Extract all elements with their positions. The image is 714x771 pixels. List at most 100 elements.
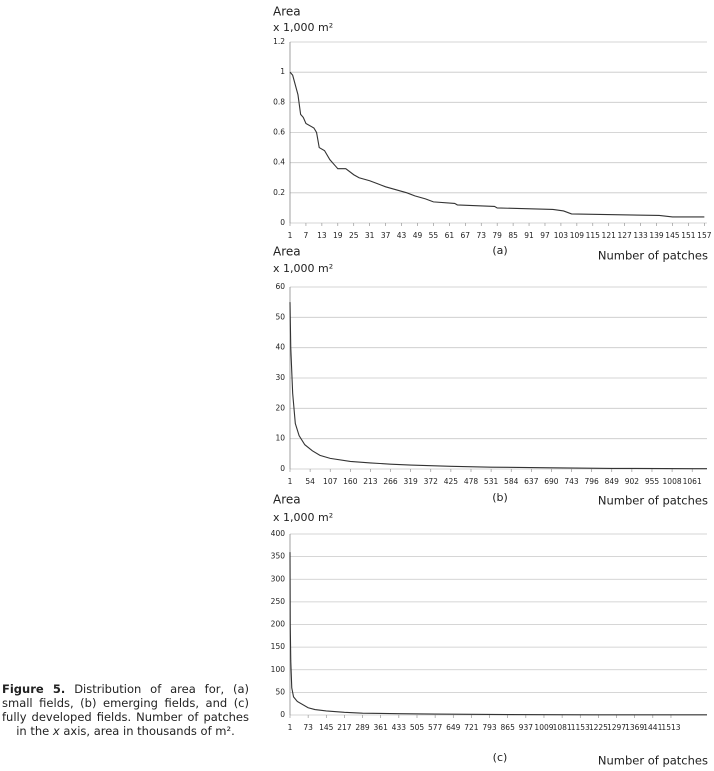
x-tick-label: 743 — [564, 477, 579, 486]
panel-label: (c) — [493, 751, 508, 764]
x-tick-label: 145 — [319, 723, 334, 732]
y-tick-label: 0.8 — [273, 97, 285, 106]
x-tick-label: 107 — [323, 477, 338, 486]
y-tick-label: 1 — [280, 67, 285, 76]
x-axis-title: Number of patches — [598, 249, 708, 263]
x-tick-label: 91 — [524, 231, 534, 240]
y-axis-title: Area — [273, 5, 301, 19]
x-tick-label: 372 — [424, 477, 439, 486]
panel-label: (b) — [492, 491, 508, 504]
x-tick-label: 7 — [304, 231, 309, 240]
x-tick-label: 577 — [428, 723, 443, 732]
x-tick-label: 690 — [544, 477, 559, 486]
x-tick-label: 865 — [501, 723, 516, 732]
x-tick-label: 37 — [381, 231, 391, 240]
x-tick-label: 61 — [445, 231, 455, 240]
x-tick-label: 67 — [461, 231, 471, 240]
x-tick-label: 1009 — [534, 723, 553, 732]
x-tick-label: 531 — [484, 477, 499, 486]
x-tick-label: 1061 — [683, 477, 702, 486]
x-tick-label: 637 — [524, 477, 539, 486]
x-axis-title: Number of patches — [598, 754, 708, 768]
x-tick-label: 43 — [397, 231, 407, 240]
x-tick-label: 1369 — [625, 723, 644, 732]
x-tick-label: 796 — [584, 477, 599, 486]
x-tick-label: 649 — [446, 723, 461, 732]
x-tick-label: 319 — [403, 477, 418, 486]
data-line — [289, 302, 707, 470]
x-tick-label: 361 — [374, 723, 389, 732]
x-tick-label: 793 — [482, 723, 497, 732]
x-tick-label: 1008 — [663, 477, 682, 486]
x-tick-label: 127 — [617, 231, 632, 240]
y-tick-label: 10 — [275, 434, 285, 443]
y-tick-label: 0 — [280, 710, 285, 719]
caption-after: axis, area in thousands of m². — [63, 724, 235, 738]
x-tick-label: 1225 — [589, 723, 608, 732]
x-tick-label: 133 — [633, 231, 648, 240]
y-tick-label: 400 — [271, 529, 286, 538]
y-tick-label: 0.4 — [273, 158, 285, 167]
x-tick-label: 79 — [492, 231, 502, 240]
x-tick-label: 721 — [464, 723, 479, 732]
x-tick-label: 1297 — [607, 723, 626, 732]
caption-italic: x — [52, 724, 60, 738]
x-tick-label: 289 — [355, 723, 370, 732]
y-axis-title: Area — [273, 493, 301, 507]
x-tick-label: 1 — [288, 723, 293, 732]
y-tick-label: 50 — [275, 312, 285, 321]
x-tick-label: 73 — [303, 723, 313, 732]
caption-text: Distribution of area for, (a) small fiel… — [2, 682, 250, 738]
x-tick-label: 1441 — [643, 723, 662, 732]
x-tick-label: 54 — [305, 477, 315, 486]
x-tick-label: 121 — [602, 231, 617, 240]
y-tick-label: 20 — [275, 403, 285, 412]
x-tick-label: 139 — [649, 231, 664, 240]
x-tick-label: 902 — [625, 477, 640, 486]
x-axis-title: Number of patches — [598, 494, 708, 508]
y-tick-label: 0.2 — [273, 188, 285, 197]
y-tick-label: 200 — [271, 620, 286, 629]
y-tick-label: 300 — [271, 574, 286, 583]
x-tick-label: 955 — [645, 477, 660, 486]
x-tick-label: 97 — [540, 231, 550, 240]
y-tick-label: 50 — [275, 687, 285, 696]
y-tick-label: 0.6 — [273, 128, 285, 137]
x-tick-label: 49 — [413, 231, 423, 240]
y-tick-label: 250 — [271, 597, 286, 606]
y-axis-unit: x 1,000 m² — [273, 21, 333, 34]
x-tick-label: 103 — [554, 231, 569, 240]
caption-label: Figure 5. — [2, 682, 66, 696]
y-axis-title: Area — [273, 245, 301, 259]
x-tick-label: 19 — [333, 231, 343, 240]
x-tick-label: 849 — [605, 477, 620, 486]
x-tick-label: 85 — [508, 231, 518, 240]
x-tick-label: 266 — [383, 477, 398, 486]
y-axis-unit: x 1,000 m² — [273, 262, 333, 275]
y-tick-label: 60 — [275, 282, 285, 291]
x-tick-label: 1081 — [553, 723, 572, 732]
x-tick-label: 584 — [504, 477, 519, 486]
x-tick-label: 1153 — [571, 723, 590, 732]
y-tick-label: 150 — [271, 642, 286, 651]
x-tick-label: 157 — [697, 231, 712, 240]
y-tick-label: 0 — [280, 218, 285, 227]
data-line — [289, 552, 708, 716]
x-tick-label: 213 — [363, 477, 378, 486]
y-tick-label: 100 — [271, 665, 286, 674]
x-tick-label: 109 — [570, 231, 585, 240]
y-tick-label: 350 — [271, 552, 286, 561]
x-tick-label: 937 — [519, 723, 534, 732]
x-tick-label: 217 — [337, 723, 352, 732]
x-tick-label: 13 — [317, 231, 327, 240]
y-axis-unit: x 1,000 m² — [273, 511, 333, 524]
x-tick-label: 1513 — [661, 723, 680, 732]
x-tick-label: 478 — [464, 477, 479, 486]
y-tick-label: 40 — [275, 343, 285, 352]
x-tick-label: 151 — [681, 231, 696, 240]
x-tick-label: 1 — [288, 231, 293, 240]
x-tick-label: 115 — [586, 231, 601, 240]
x-tick-label: 433 — [392, 723, 407, 732]
